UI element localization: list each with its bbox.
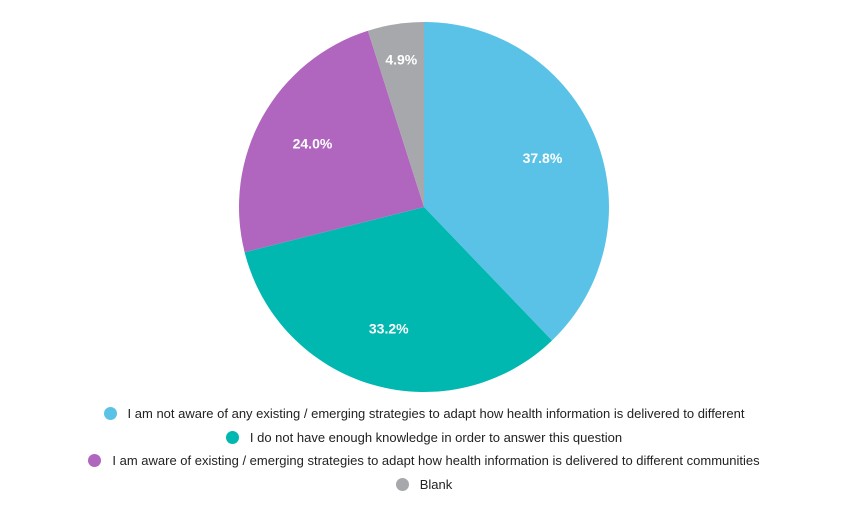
legend-item-4: Blank xyxy=(395,473,453,497)
pie-plot-area: 37.8% 33.2% 24.0% 4.9% xyxy=(239,22,609,392)
legend-swatch-icon xyxy=(225,430,239,444)
legend-swatch-icon xyxy=(103,407,117,421)
slice-data-label-1: 37.8% xyxy=(523,150,563,166)
legend-swatch-icon xyxy=(88,454,102,468)
legend-label: I am aware of existing / emerging strate… xyxy=(112,453,760,469)
slice-data-label-3: 24.0% xyxy=(293,136,333,152)
legend-label: I do not have enough knowledge in order … xyxy=(249,429,623,445)
pie-slice-4 xyxy=(367,22,424,207)
legend-label: I am not aware of any existing / emergin… xyxy=(127,406,745,422)
slice-data-label-2: 33.2% xyxy=(369,320,409,336)
pie-slice-1 xyxy=(424,22,609,341)
slice-data-label-4: 4.9% xyxy=(385,51,417,67)
legend-item-2: I do not have enough knowledge in order … xyxy=(225,426,623,450)
pie-slice-3 xyxy=(239,30,424,253)
legend-swatch-icon xyxy=(395,477,409,491)
legend-item-3: I am aware of existing / emerging strate… xyxy=(88,449,760,473)
pie-slice-2 xyxy=(244,207,553,392)
legend-label: Blank xyxy=(419,476,453,492)
legend-item-1: I am not aware of any existing / emergin… xyxy=(103,402,745,426)
legend: I am not aware of any existing / emergin… xyxy=(0,402,848,496)
